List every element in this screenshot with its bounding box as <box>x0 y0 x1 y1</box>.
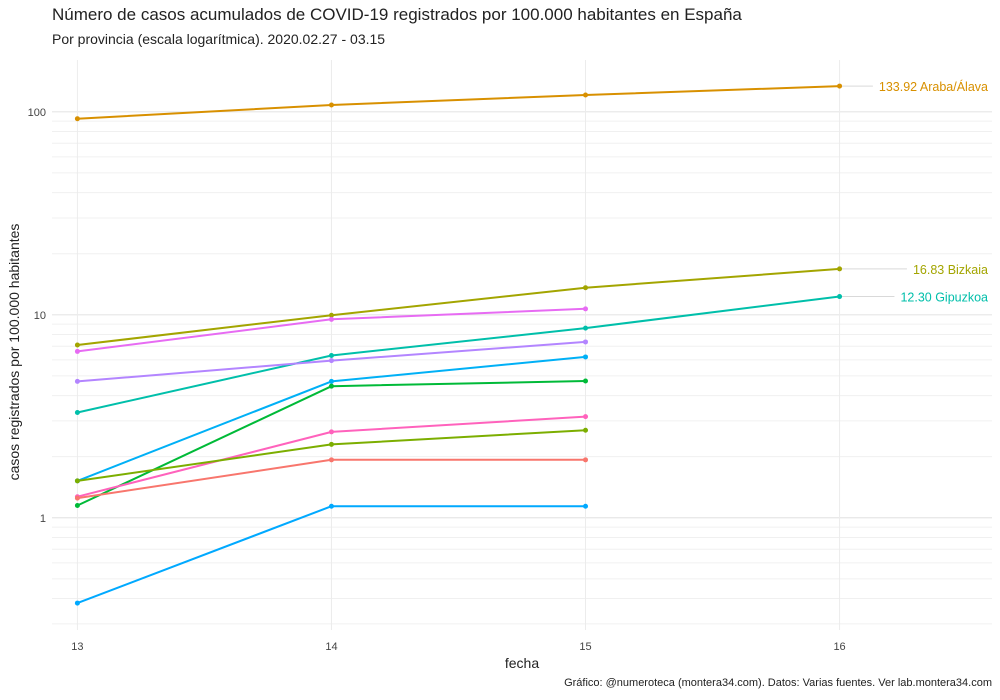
data-point <box>74 342 80 348</box>
data-point <box>74 348 80 354</box>
data-point <box>328 383 334 389</box>
series-points <box>74 83 843 606</box>
end-label: 16.83 Bizkaia <box>913 263 988 277</box>
chart-title: Número de casos acumulados de COVID-19 r… <box>52 5 742 24</box>
y-tick-label: 10 <box>34 310 46 322</box>
series-line <box>77 267 840 346</box>
data-point <box>583 325 589 331</box>
data-point <box>583 503 589 509</box>
x-tick-labels: 13 14 15 16 <box>71 641 845 653</box>
end-label-background <box>894 287 990 306</box>
grid-lines <box>52 60 992 630</box>
data-point <box>328 358 334 364</box>
x-tick-label: 16 <box>833 641 845 653</box>
data-point <box>328 312 334 318</box>
data-point <box>74 378 80 384</box>
data-point <box>583 339 589 345</box>
data-point <box>328 457 334 463</box>
x-tick-label: 14 <box>325 641 337 653</box>
data-point <box>328 503 334 509</box>
x-axis-label: fecha <box>505 655 539 671</box>
data-point <box>74 116 80 122</box>
data-point <box>583 378 589 384</box>
data-point <box>328 102 334 108</box>
series-line <box>77 85 840 120</box>
data-point <box>328 353 334 359</box>
data-point <box>74 502 80 508</box>
series-end-labels: 133.92 Araba/Álava 16.83 Bizkaia 12.30 Gip… <box>872 77 990 306</box>
data-point <box>583 285 589 291</box>
end-label: 12.30 Gipuzkoa <box>900 291 988 305</box>
x-tick-label: 13 <box>71 641 83 653</box>
data-point <box>583 457 589 463</box>
data-point <box>74 600 80 606</box>
end-label-background <box>872 77 990 96</box>
data-point <box>74 410 80 416</box>
data-point <box>328 378 334 384</box>
data-point <box>74 478 80 484</box>
chart-subtitle: Por provincia (escala logarítmica). 2020… <box>52 31 386 47</box>
y-tick-labels: 1 10 100 <box>28 107 46 525</box>
data-point <box>837 294 843 300</box>
data-point <box>328 316 334 322</box>
x-tick-label: 15 <box>579 641 591 653</box>
chart-caption: Gráfico: @numeroteca (montera34.com). Da… <box>564 677 992 689</box>
y-axis-label: casos registrados por 100.000 habitantes <box>6 224 22 481</box>
data-point <box>583 414 589 420</box>
y-tick-label: 1 <box>40 513 46 525</box>
data-point <box>583 306 589 312</box>
data-point <box>837 266 843 272</box>
end-label: 133.92 Araba/Álava <box>879 79 988 94</box>
data-point <box>583 92 589 98</box>
series-line <box>77 295 840 414</box>
end-label-background <box>906 259 990 278</box>
data-point <box>74 495 80 501</box>
data-point <box>583 354 589 360</box>
data-point <box>328 441 334 447</box>
data-point <box>837 83 843 89</box>
data-point <box>328 429 334 435</box>
series-lines <box>76 85 840 605</box>
data-point <box>583 427 589 433</box>
y-tick-label: 100 <box>28 107 46 119</box>
